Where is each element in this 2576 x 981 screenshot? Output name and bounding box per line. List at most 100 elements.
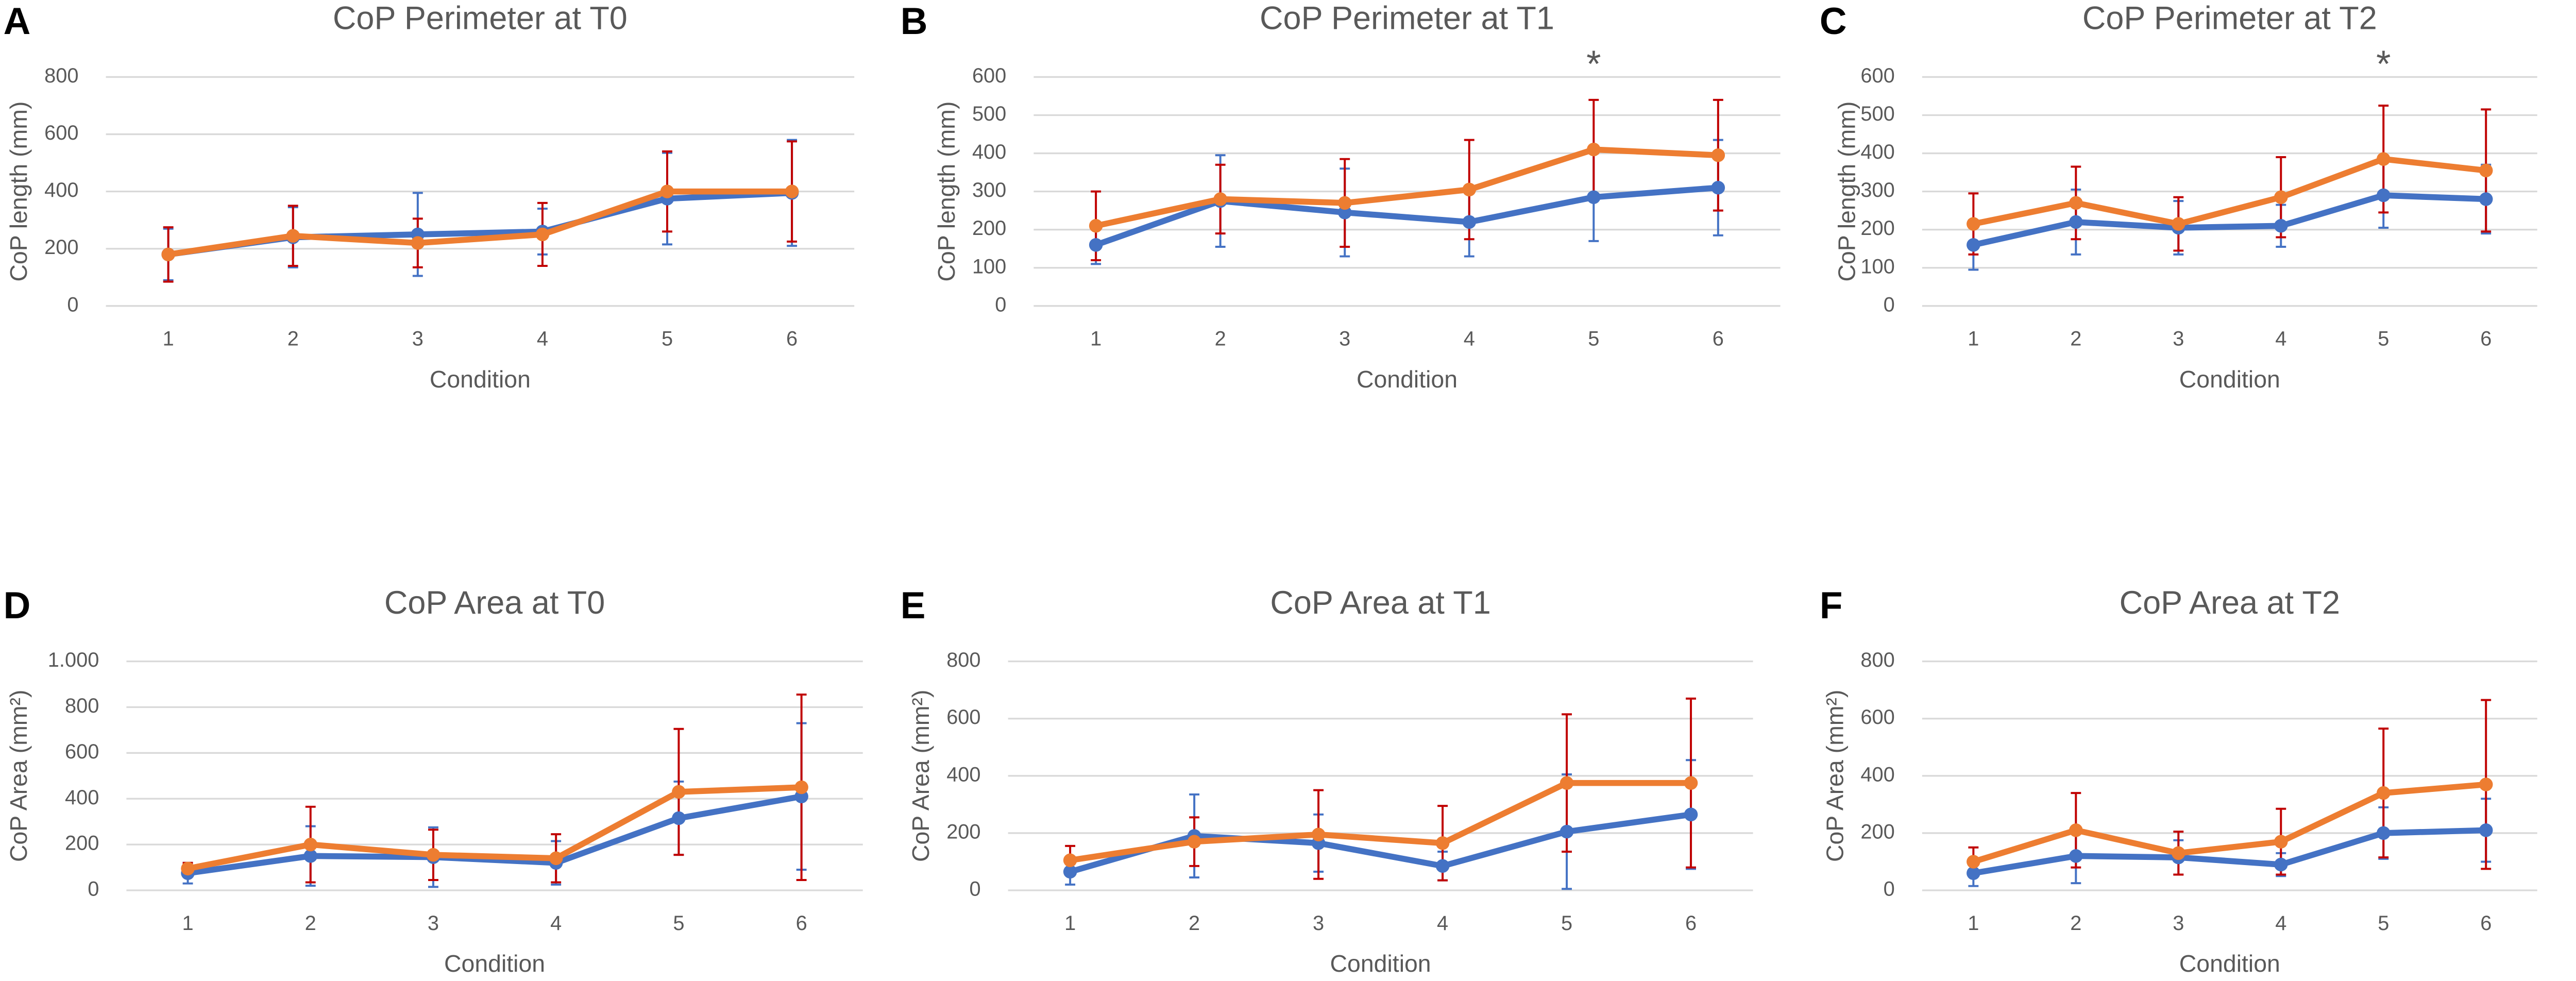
panel-label: D bbox=[4, 585, 31, 627]
x-tick-label: 2 bbox=[2070, 328, 2081, 350]
series-line bbox=[1973, 827, 2486, 876]
series-line bbox=[187, 793, 802, 876]
data-point bbox=[1711, 180, 1725, 195]
x-tick-label: 3 bbox=[1339, 328, 1350, 350]
data-point bbox=[1337, 206, 1352, 219]
x-tick-label: 3 bbox=[428, 912, 439, 935]
y-tick-label: 600 bbox=[1860, 706, 1894, 729]
x-tick-label: 6 bbox=[2480, 912, 2492, 935]
y-tick-label: 400 bbox=[65, 786, 99, 809]
x-tick-label: 6 bbox=[786, 328, 798, 350]
y-tick-label: 1.000 bbox=[48, 649, 99, 671]
data-point bbox=[549, 851, 563, 866]
series-line bbox=[167, 188, 792, 258]
x-tick-label: 2 bbox=[2070, 912, 2081, 935]
data-point bbox=[1213, 192, 1227, 206]
chart-title: CoP Area at T2 bbox=[2120, 585, 2340, 621]
y-tick-label: 200 bbox=[1860, 820, 1894, 843]
data-point bbox=[2172, 846, 2185, 860]
series-line bbox=[1070, 780, 1691, 864]
y-tick-label: 400 bbox=[1860, 141, 1894, 163]
x-tick-label: 1 bbox=[163, 328, 174, 350]
x-axis-label: Condition bbox=[444, 950, 545, 977]
series-line bbox=[1973, 156, 2486, 227]
data-point bbox=[2377, 786, 2391, 800]
chart-title: CoP Perimeter at T1 bbox=[1260, 1, 1554, 37]
data-point bbox=[303, 849, 318, 863]
x-tick-label: 5 bbox=[1588, 328, 1599, 350]
data-point bbox=[1560, 776, 1574, 790]
y-tick-label: 0 bbox=[995, 293, 1006, 316]
y-axis-label: CoP Area (mm²) bbox=[5, 690, 32, 862]
x-tick-label: 3 bbox=[2173, 328, 2184, 350]
data-point bbox=[303, 837, 318, 852]
y-tick-label: 0 bbox=[67, 293, 78, 316]
panel-label: F bbox=[1820, 585, 1843, 627]
panel-label: E bbox=[901, 585, 926, 627]
data-point bbox=[672, 785, 686, 799]
x-axis-label: Condition bbox=[1330, 950, 1431, 977]
x-axis-label: Condition bbox=[2179, 950, 2280, 977]
series-line bbox=[187, 784, 802, 872]
y-tick-label: 200 bbox=[972, 217, 1006, 240]
data-point bbox=[161, 247, 175, 262]
data-point bbox=[2069, 196, 2083, 210]
series-line bbox=[1095, 184, 1719, 248]
y-tick-label: 600 bbox=[972, 64, 1006, 87]
x-tick-label: 4 bbox=[537, 328, 548, 350]
data-point bbox=[2479, 823, 2493, 837]
data-point bbox=[2069, 823, 2083, 837]
x-tick-label: 3 bbox=[1313, 912, 1324, 935]
y-tick-label: 200 bbox=[1860, 217, 1894, 240]
x-tick-label: 5 bbox=[2378, 328, 2389, 350]
data-point bbox=[1435, 836, 1450, 850]
y-tick-label: 800 bbox=[44, 64, 78, 87]
y-tick-label: 600 bbox=[946, 706, 980, 729]
y-axis-label: CoP length (mm) bbox=[933, 102, 960, 282]
y-tick-label: 0 bbox=[1884, 293, 1895, 316]
data-point bbox=[2479, 163, 2493, 178]
data-point bbox=[1711, 148, 1725, 162]
annotation: * bbox=[2376, 43, 2391, 85]
y-tick-label: 0 bbox=[1884, 878, 1895, 901]
series-line bbox=[1095, 146, 1719, 229]
data-point bbox=[1435, 859, 1450, 873]
data-point bbox=[1462, 182, 1477, 197]
data-point bbox=[286, 229, 300, 243]
chart-title: CoP Perimeter at T2 bbox=[2082, 1, 2377, 37]
chart-title: CoP Area at T1 bbox=[1270, 585, 1490, 621]
data-point bbox=[1089, 238, 1103, 252]
y-tick-label: 400 bbox=[1860, 763, 1894, 786]
data-point bbox=[2274, 835, 2288, 849]
data-point bbox=[1063, 853, 1077, 867]
panel-label: A bbox=[4, 1, 31, 42]
data-point bbox=[1967, 866, 1980, 880]
y-axis-label: CoP Area (mm²) bbox=[907, 690, 934, 862]
data-point bbox=[1311, 827, 1326, 841]
data-point bbox=[794, 780, 808, 794]
y-tick-label: 600 bbox=[1860, 64, 1894, 87]
x-tick-label: 5 bbox=[2378, 912, 2389, 935]
data-point bbox=[1587, 142, 1601, 157]
x-tick-label: 6 bbox=[1685, 912, 1697, 935]
y-tick-label: 600 bbox=[65, 740, 99, 763]
y-axis-label: CoP length (mm) bbox=[1834, 102, 1860, 282]
data-point bbox=[1967, 217, 1980, 231]
data-point bbox=[181, 861, 195, 876]
data-point bbox=[426, 848, 440, 862]
data-point bbox=[2172, 217, 2185, 231]
y-tick-label: 0 bbox=[969, 878, 980, 901]
x-tick-label: 4 bbox=[2275, 328, 2286, 350]
data-point bbox=[1187, 835, 1201, 849]
y-tick-label: 200 bbox=[946, 820, 980, 843]
y-tick-label: 500 bbox=[972, 103, 1006, 125]
data-point bbox=[1560, 824, 1574, 839]
data-point bbox=[1089, 219, 1103, 233]
y-tick-label: 400 bbox=[972, 141, 1006, 163]
data-point bbox=[2274, 857, 2288, 872]
data-point bbox=[672, 811, 686, 825]
data-point bbox=[1967, 855, 1980, 869]
y-axis-label: CoP length (mm) bbox=[5, 102, 32, 282]
